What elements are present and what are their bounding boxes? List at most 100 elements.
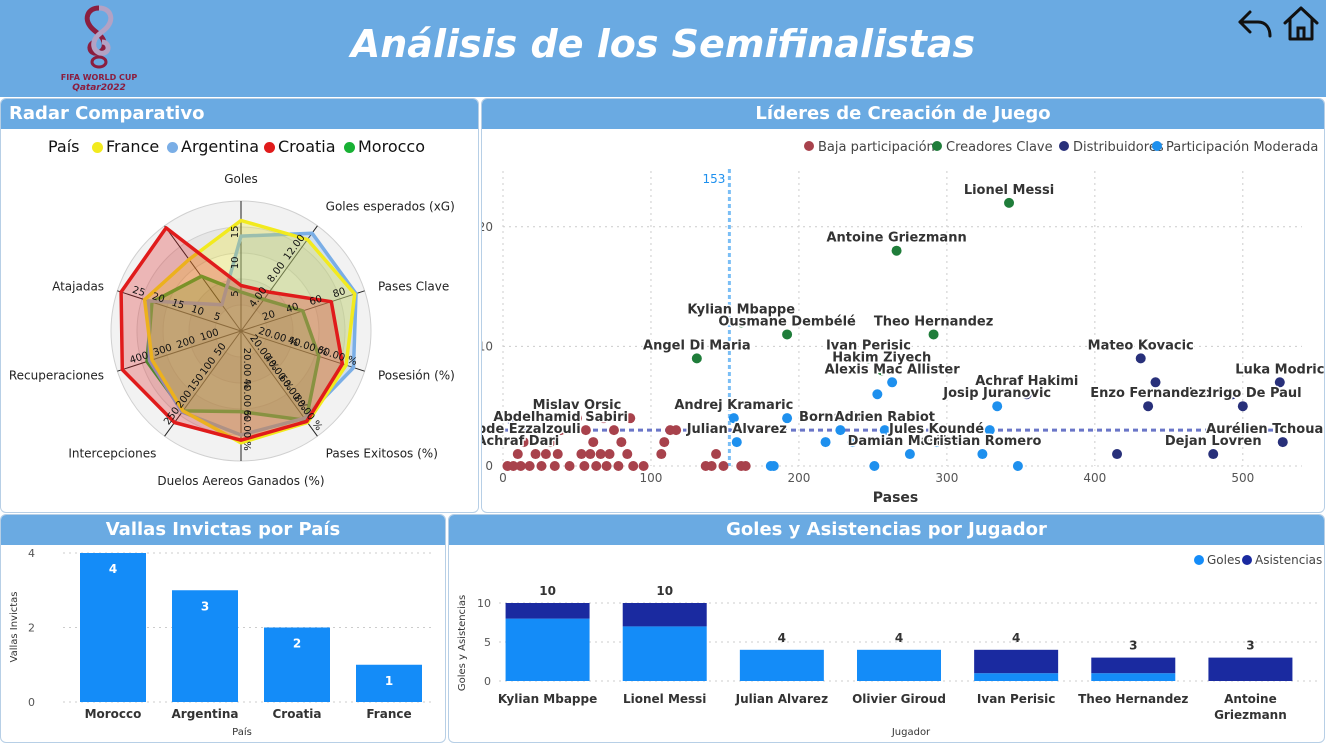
cs-bar-value: 3: [201, 599, 209, 613]
legend-france[interactable]: France: [106, 137, 160, 156]
ga-y-tick: 10: [477, 597, 491, 610]
scatter-ref-y-label: 3: [507, 413, 515, 427]
ga-bar-total: 10: [539, 584, 556, 598]
scatter-point: [613, 461, 624, 471]
scatter-point-label: Cristian Romero: [923, 434, 1041, 449]
legend-croatia[interactable]: Croatia: [278, 137, 336, 156]
cs-x-tick: France: [366, 707, 411, 721]
back-arrow-icon: [1238, 10, 1272, 38]
radar-tick-label: 10: [230, 256, 241, 269]
cs-y-tick: 2: [28, 622, 35, 635]
legend-dot-croatia: [264, 142, 275, 153]
ga-legend-dot: [1242, 555, 1252, 565]
ga-bar-asistencias: [505, 603, 590, 619]
ga-bar-goles: [505, 618, 590, 681]
scatter-point: [585, 449, 596, 460]
scatter-point: [515, 461, 526, 471]
ga-bar-total: 3: [1246, 639, 1254, 653]
scatter-point: [608, 425, 619, 436]
radar-series-france: [142, 218, 357, 445]
radar-axis-label: Recuperaciones: [9, 368, 104, 382]
ga-bar-goles: [974, 673, 1059, 681]
scatter-legend-label: Distribuidores: [1073, 140, 1164, 155]
scatter-point-label: Alexis Mac Allister: [825, 362, 961, 377]
scatter-point-label: Theo Hernandez: [874, 314, 993, 329]
scatter-point-label: Achraf Hakimi: [975, 374, 1078, 389]
scatter-point: [555, 425, 566, 436]
radar-tick-label: 60.00 %: [241, 409, 252, 450]
scatter-legend-label: Baja participación: [818, 140, 935, 155]
cs-x-tick: Croatia: [272, 707, 321, 721]
scatter-point: [1112, 449, 1123, 460]
ga-bar-goles: [1091, 673, 1176, 681]
legend-argentina[interactable]: Argentina: [181, 137, 260, 156]
scatter-point: [536, 461, 547, 471]
scatter-point: [595, 449, 606, 460]
radar-tick-label: 40: [285, 301, 301, 315]
scatter-point: [628, 461, 639, 471]
scatter-point: [863, 353, 874, 364]
scatter-point-label: Julian Alvarez: [686, 422, 787, 437]
scatter-y-tick: 20: [482, 220, 493, 234]
goals-panel: Goles y Asistencias por Jugador Goles Asi…: [448, 514, 1325, 743]
scatter-point: [1143, 401, 1154, 412]
scatter-point: [579, 461, 590, 471]
scatter-point-label: Andrej Kramaric: [674, 398, 793, 413]
scatter-point: [601, 461, 612, 471]
scatter-point: [782, 413, 793, 424]
scatter-point: [931, 437, 942, 448]
cs-x-tick: Morocco: [85, 707, 142, 721]
cs-x-label: País: [232, 726, 252, 738]
scatter-ref-x-label: 153: [702, 172, 725, 186]
ga-bar-asistencias: [974, 649, 1059, 674]
cs-y-tick: 4: [28, 547, 35, 560]
scatter-x-label: Pases: [873, 490, 919, 506]
radar-tick-label: 20: [150, 291, 166, 305]
scatter-point-label: Rodrigo De Paul: [1184, 386, 1302, 401]
scatter-point: [887, 377, 898, 388]
scatter-y-tick: 10: [482, 339, 493, 353]
scatter-point: [1237, 401, 1248, 412]
ga-bar-total: 4: [895, 631, 903, 645]
ga-x-tick: Ivan Perisic: [977, 692, 1055, 706]
scatter-point: [598, 413, 609, 424]
scatter-point: [622, 449, 633, 460]
scatter-point: [571, 413, 582, 424]
goals-assists-chart: Goles Asistencias 0 5 10 Goles y Asistencias 1…: [457, 553, 1322, 738]
scatter-point-label: Kylian Mbappe: [687, 302, 795, 317]
home-button[interactable]: [1282, 4, 1320, 42]
radar-tick-label: 80: [332, 286, 348, 300]
back-button[interactable]: [1236, 4, 1274, 42]
radar-tick-label: 10: [190, 304, 206, 318]
ga-x-label: Jugador: [891, 727, 931, 738]
radar-tick-label: 15: [230, 226, 241, 239]
scatter-point: [691, 353, 702, 364]
cs-bar: [80, 553, 146, 702]
legend-morocco[interactable]: Morocco: [358, 137, 425, 156]
scatter-point: [1274, 377, 1285, 388]
scatter-point: [879, 425, 890, 436]
scatter-point: [820, 437, 831, 448]
ga-bar-total: 4: [778, 631, 786, 645]
scatter-title: Líderes de Creación de Juego: [482, 99, 1324, 129]
scatter-point: [728, 413, 739, 424]
radar-title: Radar Comparativo: [1, 99, 478, 129]
scatter-point: [711, 449, 722, 460]
radar-legend-title: País: [48, 137, 80, 156]
scatter-point: [604, 449, 615, 460]
scatter-point-label: Jules Koundé: [888, 422, 984, 437]
scatter-x-tick: 500: [1231, 471, 1254, 485]
logo-text-1: FIFA WORLD CUP: [61, 73, 138, 82]
scatter-point: [736, 317, 747, 328]
scatter-x-tick: 0: [499, 471, 507, 485]
ga-bar-total: 10: [656, 584, 673, 598]
radar-tick-label: 15: [170, 297, 186, 311]
radar-axis-label: Pases Clave: [378, 280, 449, 294]
scatter-point: [656, 449, 667, 460]
cs-bar: [264, 627, 330, 702]
scatter-x-tick: 100: [640, 471, 663, 485]
scatter-chart: Baja participación Creadores Clave Distrib…: [482, 140, 1324, 506]
scatter-point: [549, 461, 560, 471]
radar-tick-label: 5: [212, 311, 221, 323]
scatter-point: [740, 461, 751, 471]
